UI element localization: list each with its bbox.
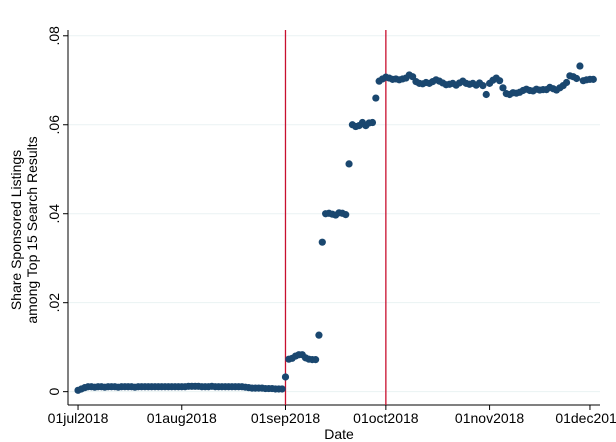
point xyxy=(479,82,487,90)
y-tick-label: .04 xyxy=(46,204,62,224)
point xyxy=(496,77,504,85)
point xyxy=(576,62,584,70)
y-tick-label: .02 xyxy=(46,293,62,313)
y-tick-label: 0 xyxy=(46,388,62,396)
point xyxy=(345,160,353,168)
point xyxy=(372,94,380,102)
point xyxy=(499,84,507,92)
x-tick-label: 01nov2018 xyxy=(455,410,525,426)
x-tick-label: 01dec2018 xyxy=(555,410,616,426)
y-axis-label: among Top 15 Search Results xyxy=(24,136,40,323)
point xyxy=(482,90,490,99)
y-tick-label: .06 xyxy=(46,115,62,135)
x-axis-label: Date xyxy=(324,426,354,442)
x-tick-label: 01aug2018 xyxy=(147,410,217,426)
y-axis-label: Share Sponsored Listings xyxy=(8,150,24,310)
point xyxy=(342,211,350,219)
point xyxy=(281,373,290,381)
x-tick-label: 01jul2018 xyxy=(48,410,109,426)
point xyxy=(368,118,377,127)
x-tick-label: 01oct2018 xyxy=(353,410,419,426)
y-tick-label: .08 xyxy=(46,26,62,46)
point xyxy=(315,331,323,339)
point xyxy=(589,75,597,83)
point xyxy=(318,238,326,246)
point xyxy=(311,356,320,364)
x-tick-label: 01sep2018 xyxy=(251,410,321,426)
point xyxy=(278,385,286,393)
point xyxy=(562,78,571,87)
point xyxy=(572,74,581,83)
